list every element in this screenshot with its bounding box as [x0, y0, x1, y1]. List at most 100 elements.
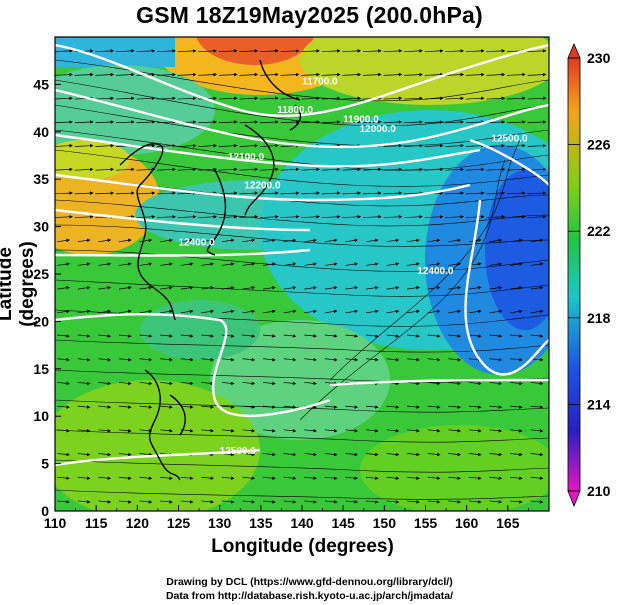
y-tick-label: 0 [41, 503, 49, 519]
wind-arrow [77, 238, 91, 243]
wind-arrow [362, 49, 382, 53]
wind-arrow [407, 309, 420, 314]
y-tick-label: 45 [33, 76, 49, 92]
wind-arrow [157, 167, 176, 172]
wind-arrow [486, 49, 506, 53]
wind-arrow [489, 381, 503, 386]
wind-arrow [160, 405, 173, 409]
wind-arrow [301, 96, 320, 101]
wind-arrow [118, 238, 132, 243]
wind-arrow [198, 143, 218, 148]
wind-arrow [160, 476, 173, 480]
wind-arrow [218, 120, 238, 124]
wind-arrow [177, 167, 197, 172]
map-title: GSM 18Z19May2025 (200.0hPa) [136, 2, 483, 28]
wind-arrow [95, 143, 115, 148]
wind-arrow [386, 405, 400, 409]
wind-arrow [383, 167, 403, 172]
wind-arrow [157, 49, 176, 53]
wind-arrow [98, 405, 112, 409]
wind-arrow [386, 286, 400, 290]
wind-arrow [507, 167, 526, 172]
wind-arrow [242, 476, 256, 480]
wind-arrow [486, 191, 506, 195]
wind-arrow [177, 96, 197, 101]
wind-arrow [301, 215, 320, 219]
y-tick-label: 30 [33, 219, 49, 235]
wind-arrow [465, 96, 485, 101]
wind-arrow [180, 357, 194, 362]
y-axis-label: Latitude (degrees) [0, 241, 38, 327]
wind-arrow [218, 143, 238, 148]
wind-arrow [115, 72, 135, 77]
wind-arrow [407, 262, 420, 266]
wind-arrow [118, 429, 132, 433]
wind-arrow [301, 49, 320, 53]
wind-arrow [139, 286, 153, 290]
wind-arrow [530, 309, 544, 314]
y-axis: 0 5 10 15 20 25 30 35 40 45 [33, 76, 61, 519]
wind-arrow [465, 167, 485, 172]
wind-arrow [263, 262, 276, 266]
wind-arrow [180, 405, 194, 409]
wind-arrow [283, 334, 297, 338]
wind-arrow [345, 429, 359, 433]
wind-arrow [74, 72, 94, 77]
colorbar-tick-label: 230 [587, 50, 611, 66]
wind-arrow [448, 381, 462, 386]
wind-arrow [280, 191, 300, 195]
wind-arrow [383, 49, 403, 53]
wind-arrow [239, 72, 259, 77]
wind-arrow [221, 262, 235, 266]
wind-arrow [242, 452, 256, 457]
wind-arrow [77, 262, 91, 266]
colorbar-bar [567, 57, 581, 492]
wind-vectors [55, 49, 547, 504]
wind-arrow [345, 334, 359, 338]
wind-arrow [57, 334, 70, 338]
colorbar-ticks: 230 226 222 218 214 210 [568, 50, 611, 499]
wind-arrow [221, 357, 235, 362]
wind-arrow [304, 286, 317, 290]
wind-arrow [242, 262, 256, 266]
wind-arrow [468, 405, 482, 409]
wind-arrow [201, 405, 215, 409]
wind-arrow [383, 191, 403, 195]
wind-arrow [386, 357, 400, 362]
wind-arrow [263, 309, 276, 314]
wind-arrow [283, 452, 297, 457]
wind-arrow [386, 500, 400, 504]
wind-arrow [136, 96, 156, 101]
wind-arrow [283, 238, 297, 243]
wind-arrow [427, 286, 441, 290]
wind-arrow [98, 500, 112, 504]
wind-arrow [324, 500, 338, 504]
colorbar-tick-label: 214 [587, 396, 611, 412]
wind-arrow [77, 357, 91, 362]
wind-arrow [218, 96, 238, 101]
wind-arrow [283, 357, 297, 362]
wind-arrow [510, 262, 523, 266]
wind-arrow [57, 452, 70, 457]
wind-arrow [160, 334, 173, 338]
wind-arrow [407, 405, 420, 409]
colorbar-min-arrow [567, 490, 581, 508]
wind-arrow [424, 143, 444, 148]
wind-arrow [95, 49, 115, 53]
wind-arrow [345, 286, 359, 290]
wind-arrow [404, 167, 423, 172]
wind-arrow [242, 309, 256, 314]
wind-arrow [530, 286, 544, 290]
wind-arrow [365, 262, 379, 266]
wind-arrow [98, 286, 112, 290]
wind-arrow [448, 357, 462, 362]
wind-arrow [486, 72, 506, 77]
wind-arrow [198, 167, 218, 172]
wind-arrow [218, 215, 238, 219]
wind-arrow [301, 167, 320, 172]
wind-arrow [98, 262, 112, 266]
wind-arrow [239, 96, 259, 101]
wind-arrow [427, 381, 441, 386]
wind-arrow [95, 96, 115, 101]
wind-arrow [427, 238, 441, 243]
